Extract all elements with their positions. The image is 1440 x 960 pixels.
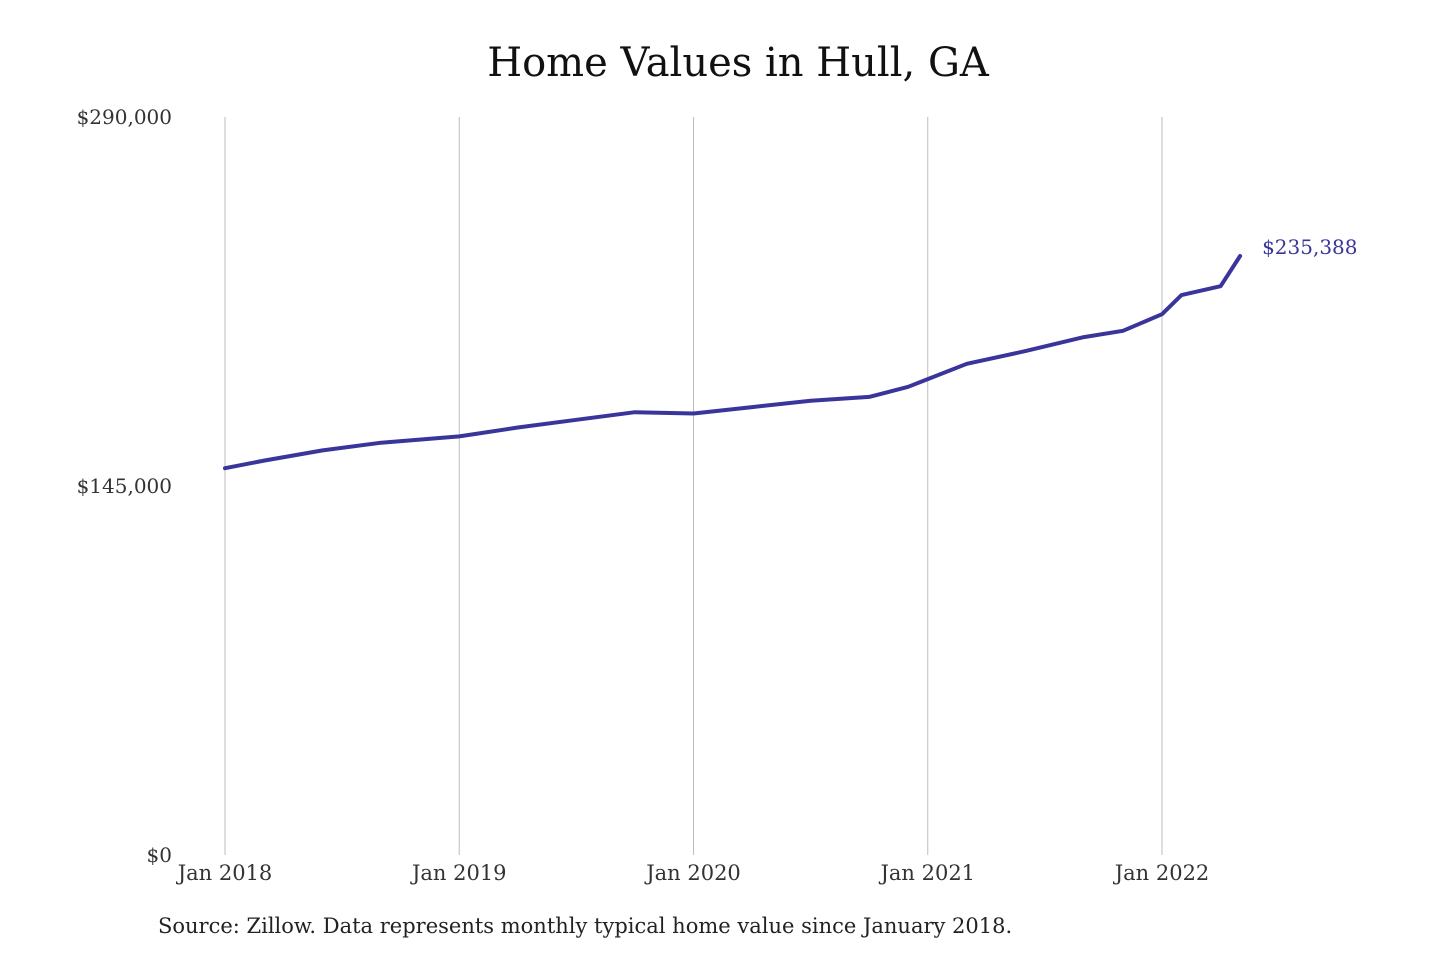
- series-line-0: [223, 254, 1243, 471]
- x-tick-label: Jan 2018: [176, 861, 273, 885]
- y-axis-ticks: $0 $145,000 $290,000: [77, 105, 172, 867]
- x-tick-label: Jan 2019: [410, 861, 507, 885]
- x-tick-label: Jan 2022: [1113, 861, 1210, 885]
- x-tick-label: Jan 2021: [878, 861, 975, 885]
- end-value-label: $235,388: [1262, 235, 1357, 259]
- x-tick-label: Jan 2020: [644, 861, 741, 885]
- y-tick-label: $145,000: [77, 474, 172, 498]
- chart-title: Home Values in Hull, GA: [487, 40, 989, 86]
- series: [223, 254, 1243, 471]
- line-chart: $0$145,000$290,000 Jan 2018 Jan 2019 Jan 2…: [77, 105, 1358, 885]
- source-note: Source: Zillow. Data represents monthly …: [158, 914, 1013, 938]
- x-axis-ticks: Jan 2018 Jan 2019 Jan 2020 Jan 2021 Jan 2022: [176, 861, 1210, 885]
- y-tick-label: $290,000: [77, 105, 172, 129]
- gridlines: [224, 117, 1163, 855]
- end-labels: $235,388: [1262, 235, 1357, 259]
- y-tick-label: $0: [147, 843, 172, 867]
